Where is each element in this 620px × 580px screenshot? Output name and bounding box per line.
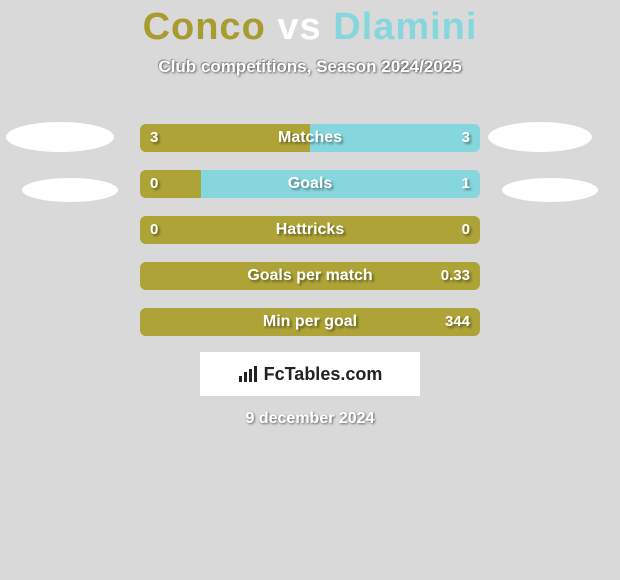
stat-row: 33Matches (140, 124, 480, 152)
stat-row: 344Min per goal (140, 308, 480, 336)
brand-box: FcTables.com (200, 352, 420, 396)
title-right: Dlamini (333, 6, 477, 48)
placeholder-ellipse (502, 178, 598, 202)
brand-text: FcTables.com (264, 364, 383, 385)
stat-label: Hattricks (140, 216, 480, 244)
stat-row: 0.33Goals per match (140, 262, 480, 290)
comparison-infographic: Conco vs Dlamini Club competitions, Seas… (0, 0, 620, 580)
stat-label: Matches (140, 124, 480, 152)
title-left: Conco (143, 6, 266, 48)
brand-label: FcTables.com (238, 364, 383, 385)
placeholder-ellipse (488, 122, 592, 152)
comparison-bars: 33Matches 01Goals 00Hattricks 0.33Goals per… (140, 124, 480, 354)
title-vs: vs (277, 6, 321, 48)
page-title: Conco vs Dlamini (0, 0, 620, 49)
stat-row: 00Hattricks (140, 216, 480, 244)
date-label: 9 december 2024 (0, 410, 620, 428)
stat-label: Goals per match (140, 262, 480, 290)
placeholder-ellipse (22, 178, 118, 202)
stat-label: Goals (140, 170, 480, 198)
stat-label: Min per goal (140, 308, 480, 336)
placeholder-ellipse (6, 122, 114, 152)
subtitle: Club competitions, Season 2024/2025 (0, 57, 620, 77)
stat-row: 01Goals (140, 170, 480, 198)
bars-icon (238, 365, 260, 383)
